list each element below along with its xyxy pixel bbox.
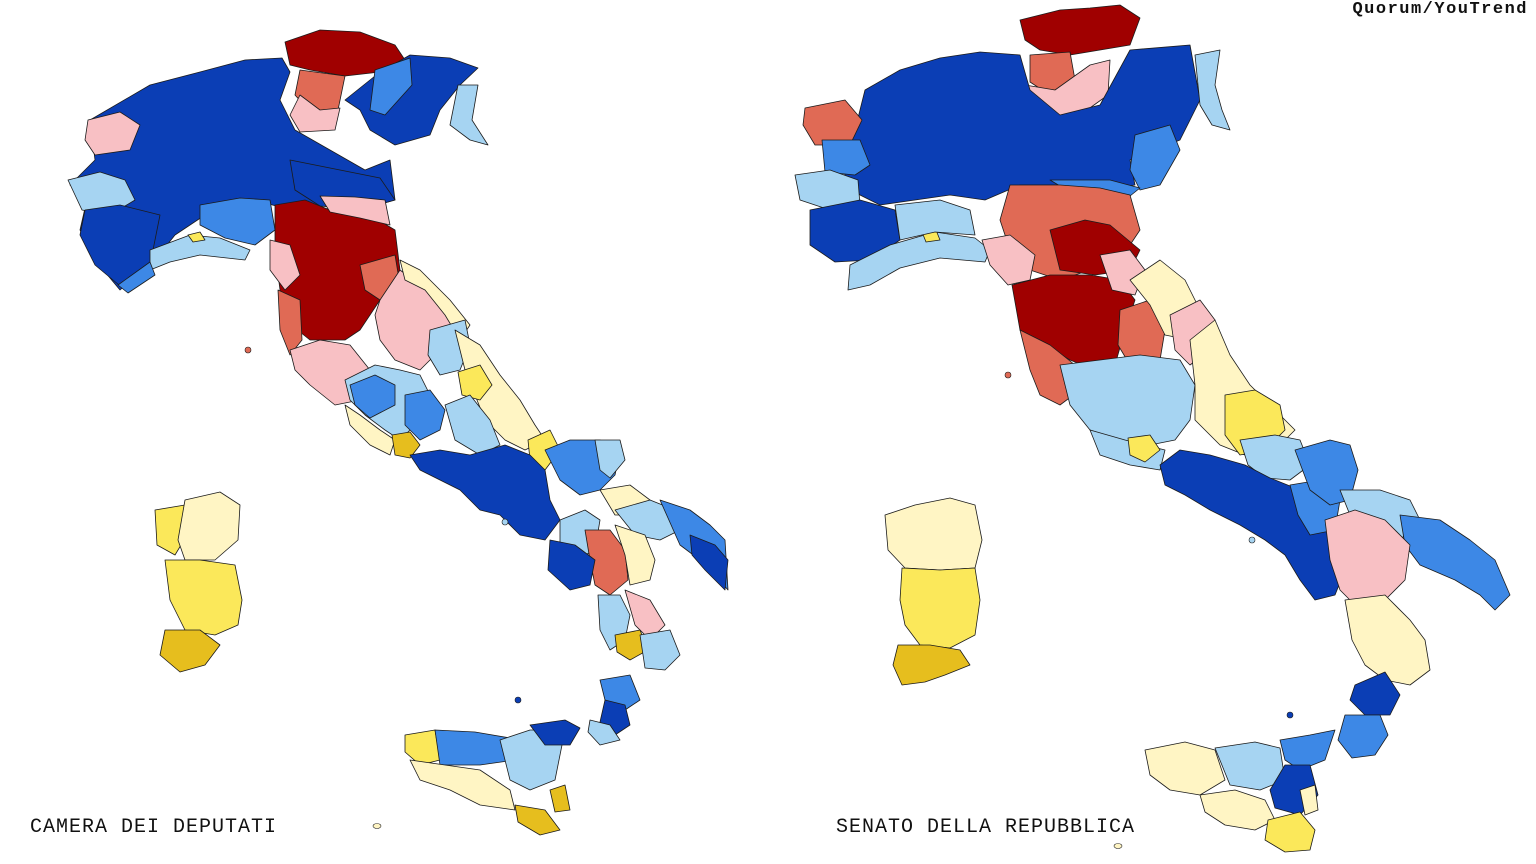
s-sicily-pale2	[1299, 784, 1319, 816]
sardinia-mid	[164, 559, 243, 636]
region-tuscany-pink-west	[269, 239, 301, 291]
s-island-elba	[1004, 371, 1012, 379]
s-region-molise	[1239, 434, 1311, 481]
region-lazio-mid	[349, 374, 396, 419]
credit-text: Quorum/YouTrend	[1352, 0, 1528, 19]
region-aosta	[84, 111, 141, 156]
region-trentino-pink	[289, 94, 341, 133]
island-lipari	[514, 696, 522, 704]
s-region-basilicata	[1324, 509, 1411, 606]
s-island-pantelleria	[1113, 843, 1123, 849]
s-island-lipari	[1286, 711, 1294, 719]
s-sicily-west	[1144, 741, 1226, 796]
region-abruzzo-blue	[444, 394, 501, 456]
region-calabria-light2	[639, 629, 681, 671]
s-region-calabria-south	[1337, 714, 1389, 759]
sicily-pale	[409, 759, 516, 811]
sicily-dark	[529, 719, 581, 746]
region-emilia-pink	[319, 195, 391, 226]
region-friuli-mid	[369, 57, 413, 116]
s-region-liguria	[847, 231, 991, 291]
region-calabria-gold	[614, 629, 649, 661]
region-emilia-blue	[199, 197, 276, 246]
region-calabria-tip	[587, 719, 621, 746]
s-sicily-yellow	[1264, 811, 1316, 853]
s-region-aosta	[802, 99, 863, 146]
senato-label: SENATO DELLA REPUBBLICA	[836, 816, 1136, 839]
sardinia-ne	[177, 491, 241, 561]
region-puglia-salento	[689, 534, 729, 591]
s-region-calabria-dark	[1349, 671, 1401, 716]
s-sardinia-mid	[899, 567, 981, 649]
senato-map	[794, 4, 1511, 853]
region-friuli-east	[449, 84, 489, 146]
s-sicily-pale	[1199, 789, 1276, 831]
s-region-piedmont-mid	[821, 139, 871, 176]
region-liguria-tip	[117, 261, 156, 294]
s-region-veneto-south	[1129, 124, 1181, 191]
s-region-friuli	[1194, 49, 1231, 131]
region-puglia-gargano	[594, 439, 626, 479]
s-region-emilia-lb	[894, 199, 976, 241]
camera-label: CAMERA DEI DEPUTATI	[30, 816, 278, 839]
s-region-lazio	[1059, 354, 1196, 446]
region-campania-south	[547, 539, 596, 591]
s-sardinia-south	[892, 644, 971, 686]
region-campania	[409, 444, 561, 541]
sardinia-south	[159, 629, 221, 673]
camera-map	[67, 29, 729, 836]
island-capri	[501, 518, 509, 526]
s-region-trentino	[1019, 4, 1141, 56]
s-region-campania	[1159, 449, 1346, 601]
s-region-rome	[1127, 434, 1161, 463]
island-pantelleria	[372, 823, 382, 829]
s-region-puglia-south	[1399, 514, 1511, 611]
sicily-gold	[514, 804, 561, 836]
region-piedmont-west	[67, 171, 136, 216]
region-basilicata-pale	[614, 524, 656, 586]
region-rome	[391, 431, 421, 459]
s-region-puglia-north	[1294, 439, 1359, 506]
region-tuscany-coast	[277, 289, 303, 356]
region-lazio-mid2	[404, 389, 446, 441]
region-genoa	[187, 231, 206, 243]
island-elba	[244, 346, 252, 354]
s-sardinia-north	[884, 497, 983, 571]
region-abruzzo-yellow	[457, 364, 493, 401]
s-island-capri	[1248, 536, 1256, 544]
s-region-calabria-north	[1344, 594, 1431, 686]
sicily-gold2	[549, 784, 571, 813]
s-sicily-mid	[1279, 729, 1336, 771]
region-lazio-coast	[344, 404, 396, 456]
